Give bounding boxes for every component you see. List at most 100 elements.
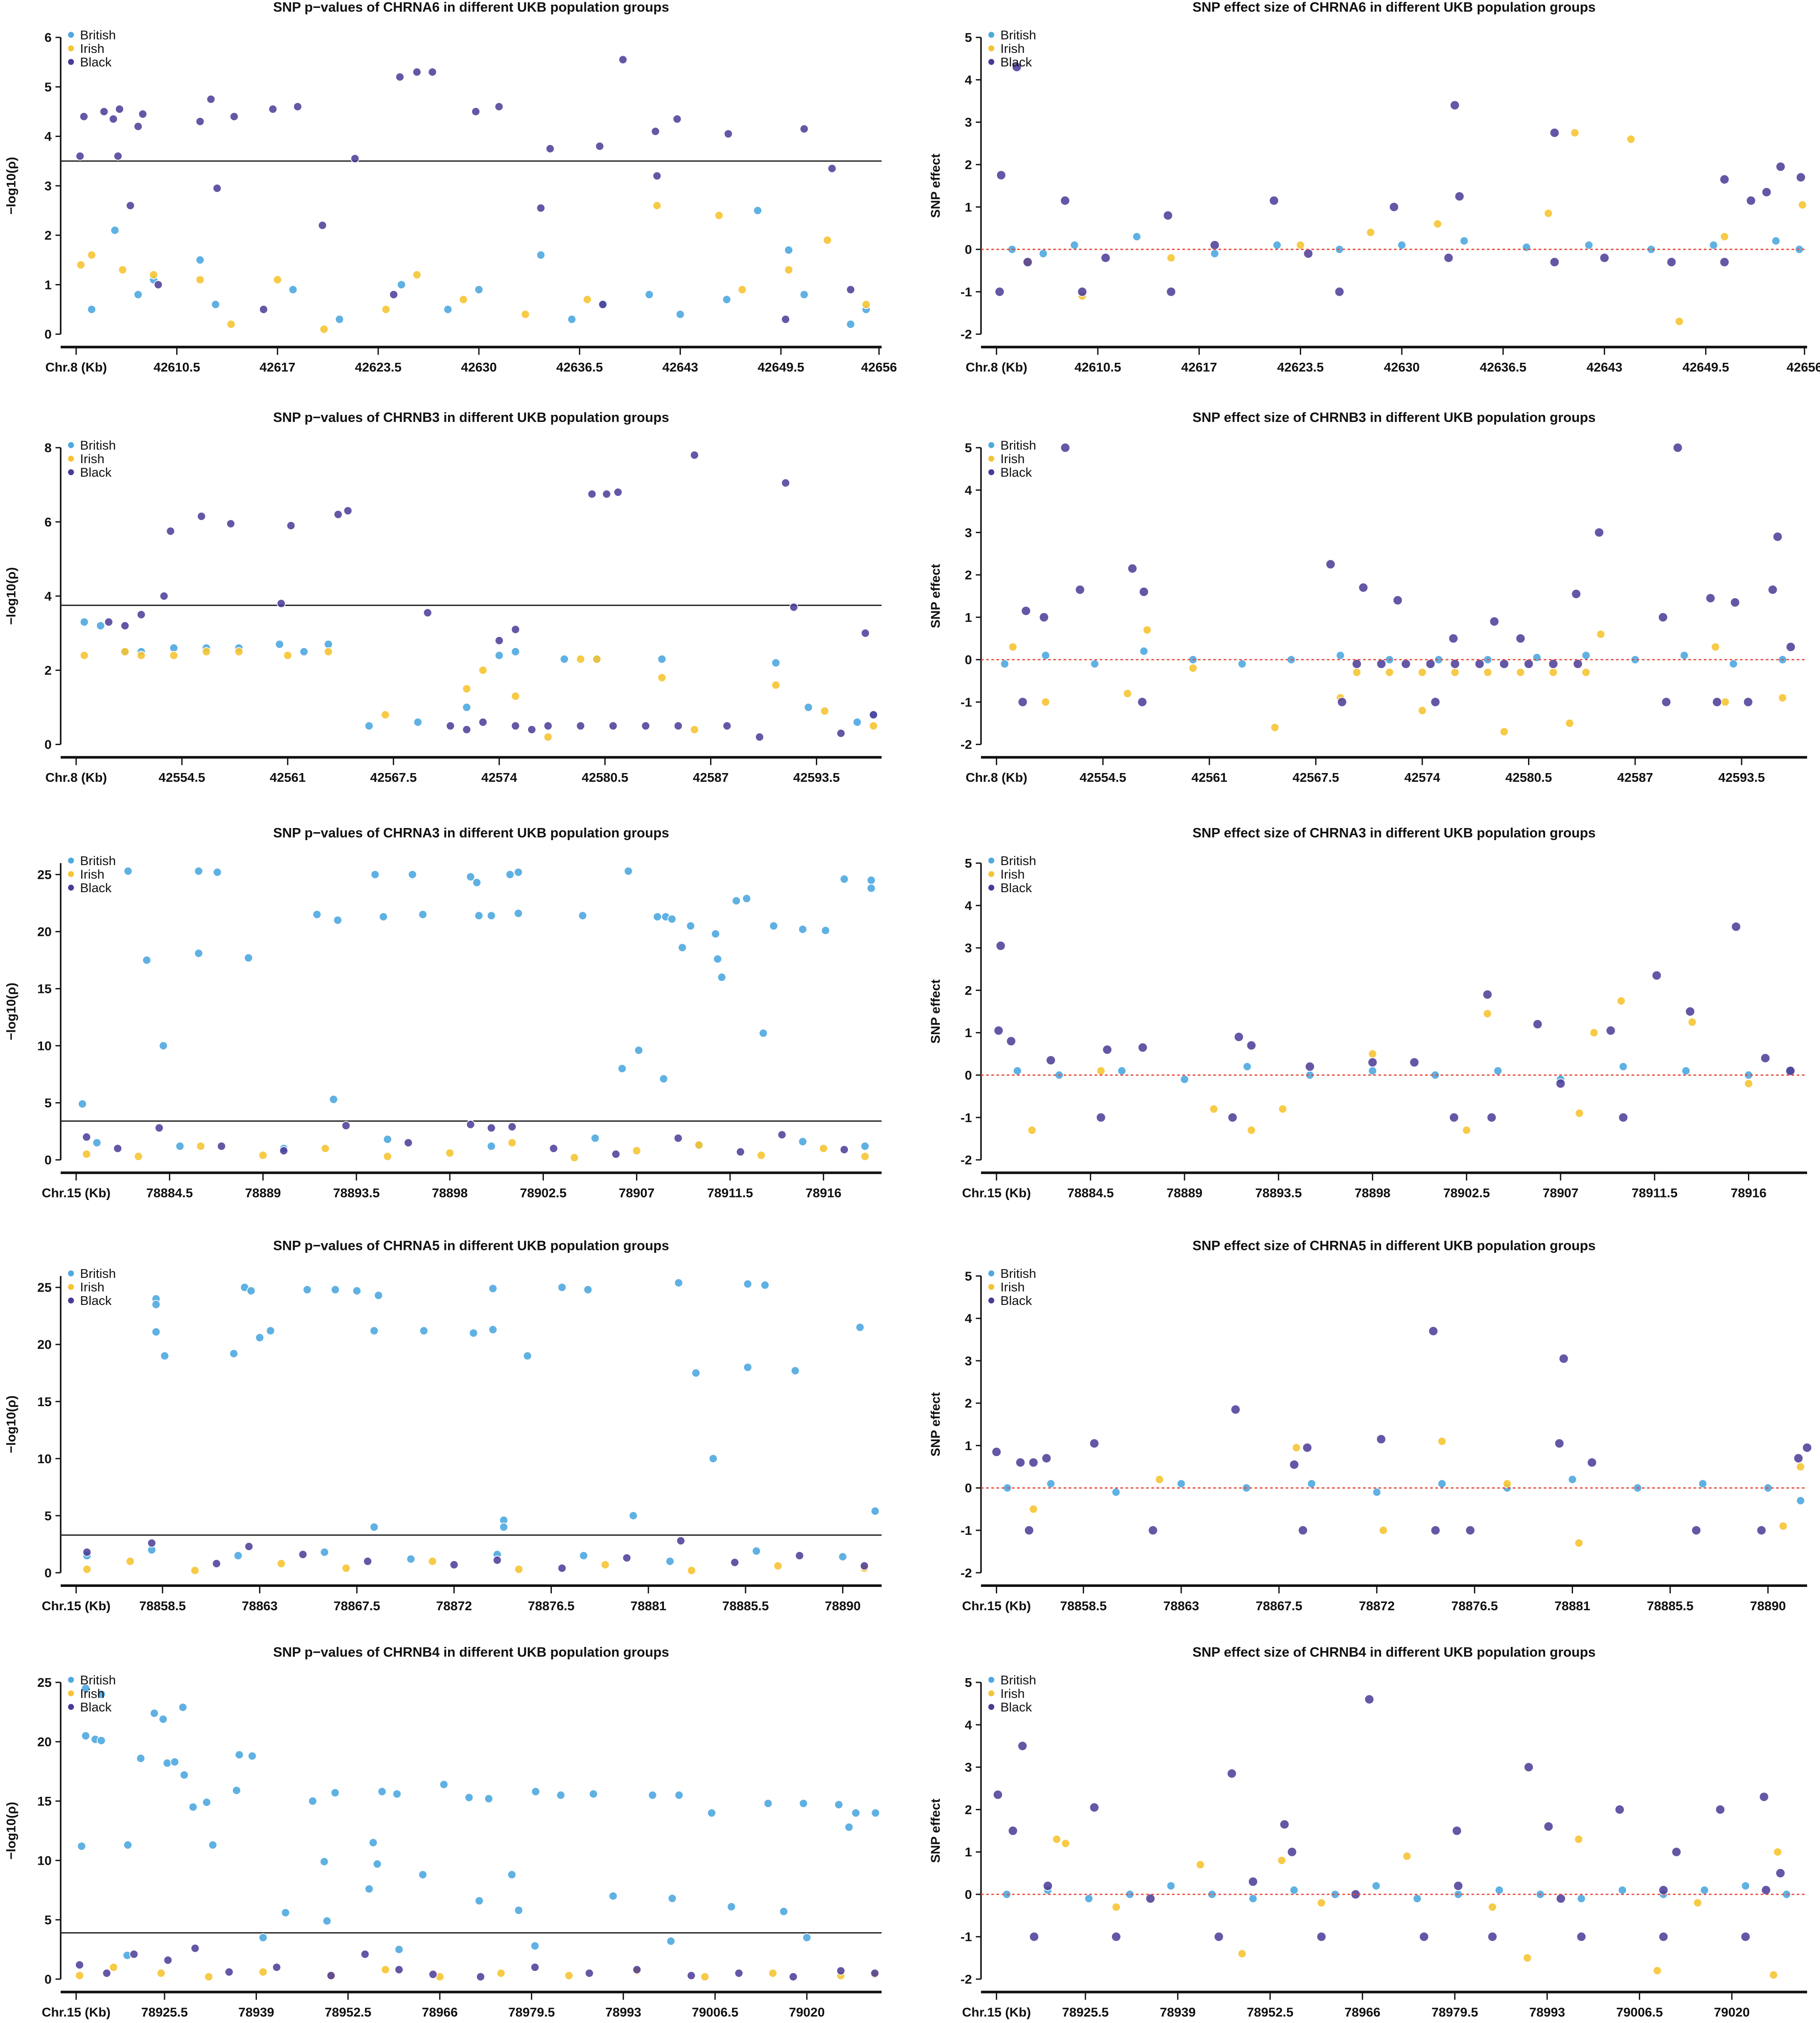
y-tick-label: 20 — [37, 1735, 52, 1749]
data-point-british — [1371, 1881, 1381, 1891]
data-point-black — [536, 203, 546, 213]
data-point-black — [137, 610, 146, 619]
data-point-british — [329, 1095, 338, 1104]
data-point-british — [659, 1074, 668, 1084]
data-point-british — [855, 1322, 865, 1332]
data-point-irish — [1278, 1104, 1287, 1114]
y-tick-label: 5 — [965, 30, 972, 45]
data-point-irish — [137, 651, 146, 660]
chart-panel-9: SNP p−values of CHRNB4 in different UKB … — [4, 1644, 882, 2020]
legend-label: Irish — [1000, 867, 1025, 881]
data-point-irish — [1027, 1125, 1037, 1135]
data-point-irish — [1052, 1834, 1062, 1844]
y-axis-label: SNP effect — [928, 979, 942, 1043]
series-irish — [82, 1138, 870, 1162]
x-tick-label: 42656 — [1787, 360, 1820, 374]
data-point-british — [1372, 1487, 1381, 1497]
data-point-british — [474, 285, 484, 294]
x-tick-label: 78993 — [606, 2005, 641, 2020]
data-point-irish — [700, 1972, 710, 1981]
data-point-black — [217, 1141, 226, 1151]
y-tick-label: 5 — [45, 1509, 52, 1523]
data-point-british — [1397, 240, 1406, 250]
data-point-british — [1000, 659, 1010, 669]
y-tick-label: 0 — [45, 737, 52, 752]
x-tick-label: 42574 — [1404, 770, 1441, 785]
data-point-british — [97, 1736, 106, 1745]
x-tick-label: 78952.5 — [1247, 2005, 1294, 2020]
legend-marker-british — [68, 442, 74, 448]
legend-label: British — [80, 1673, 116, 1687]
data-point-british — [1680, 651, 1689, 660]
data-point-british — [668, 1894, 677, 1903]
data-point-black — [360, 1949, 370, 1959]
data-point-black — [1367, 1057, 1378, 1068]
x-tick-label: 42561 — [270, 770, 306, 785]
data-point-black — [286, 521, 296, 530]
data-point-black — [1746, 195, 1756, 206]
data-point-british — [1046, 1479, 1055, 1489]
series-irish — [1023, 128, 1807, 326]
data-point-british — [798, 1137, 808, 1146]
y-tick-label: -2 — [960, 1972, 972, 1987]
series-black — [992, 1694, 1786, 1942]
data-point-black — [1685, 1006, 1695, 1017]
x-tick-label: 42656 — [861, 360, 897, 374]
data-point-british — [678, 943, 687, 952]
data-point-black — [1651, 970, 1662, 981]
data-point-black — [446, 721, 455, 731]
x-tick-label: 42610.5 — [1075, 360, 1121, 374]
data-point-black — [423, 608, 432, 617]
data-point-irish — [1418, 668, 1427, 677]
data-point-black — [1594, 527, 1604, 538]
data-point-british — [732, 896, 741, 905]
data-point-black — [494, 102, 504, 111]
data-point-black — [608, 721, 618, 731]
x-tick-label: 42580.5 — [1506, 770, 1552, 785]
data-point-british — [1412, 1894, 1422, 1903]
data-point-british — [511, 647, 520, 656]
data-point-british — [846, 319, 855, 329]
data-point-british — [1368, 1066, 1377, 1075]
data-point-irish — [195, 275, 205, 284]
data-point-british — [665, 1557, 675, 1566]
data-point-british — [579, 1551, 588, 1560]
legend-marker-black — [988, 1297, 995, 1304]
data-point-irish — [234, 647, 244, 656]
data-point-irish — [1710, 642, 1720, 652]
data-point-black — [1430, 697, 1441, 707]
y-tick-label: 10 — [37, 1039, 52, 1053]
data-point-black — [120, 621, 130, 631]
data-point-british — [499, 1522, 509, 1532]
series-black — [993, 921, 1795, 1123]
data-point-british — [871, 1808, 880, 1818]
data-point-british — [194, 866, 203, 876]
x-tick-label: 79020 — [1714, 2005, 1750, 2020]
data-point-black — [840, 1145, 849, 1154]
legend-marker-black — [68, 469, 74, 475]
data-point-black — [109, 114, 118, 124]
data-point-irish — [1155, 1475, 1164, 1484]
x-tick-label: 78916 — [805, 1186, 841, 1200]
data-point-british — [258, 1933, 268, 1942]
data-point-black — [836, 1966, 845, 1976]
data-point-black — [449, 1560, 459, 1569]
legend-label: British — [80, 853, 116, 868]
data-point-british — [324, 640, 333, 649]
data-point-black — [995, 940, 1006, 951]
legend-marker-black — [988, 885, 995, 891]
data-point-british — [373, 1859, 382, 1869]
data-point-irish — [1720, 232, 1729, 242]
y-tick-label: 3 — [965, 1354, 972, 1368]
data-point-black — [544, 721, 553, 731]
data-point-british — [275, 640, 284, 649]
data-point-black — [1532, 1019, 1543, 1030]
data-point-black — [673, 1133, 683, 1143]
chart-panel-2: SNP effect size of CHRNA6 in different U… — [928, 0, 1820, 374]
data-point-british — [1522, 242, 1531, 252]
data-point-black — [1482, 989, 1493, 1000]
x-tick-label: 78893.5 — [333, 1186, 380, 1200]
data-point-irish — [860, 1152, 870, 1161]
data-point-irish — [381, 710, 390, 719]
